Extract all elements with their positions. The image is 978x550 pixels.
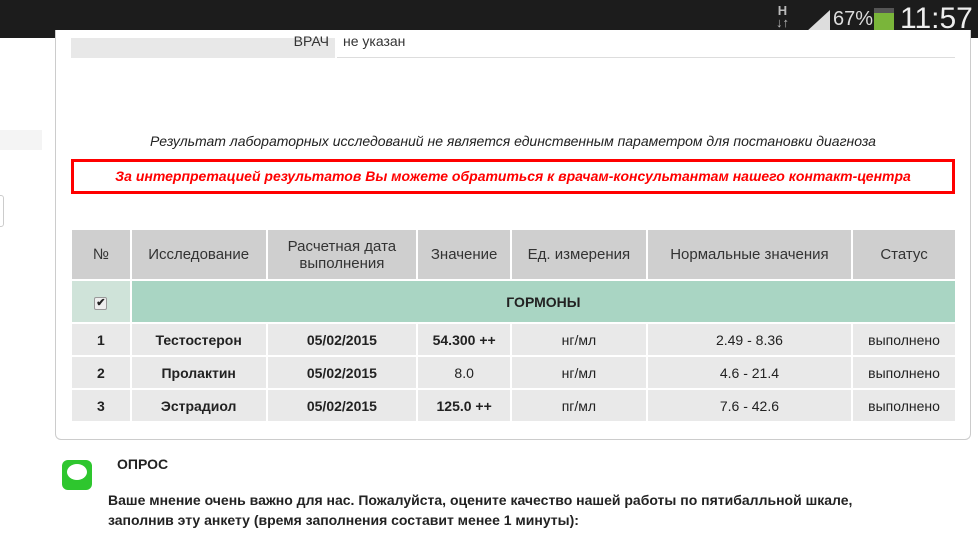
test-unit: нг/мл [512,324,646,355]
normal-range: 2.49 - 8.36 [647,324,852,355]
test-value: 125.0 ++ [418,390,511,421]
results-table: № Исследование Расчетная дата выполнения… [70,228,957,423]
test-value: 54.300 ++ [418,324,511,355]
row-number: 1 [72,324,130,355]
group-row: ✔ ГОРМОНЫ [72,281,955,322]
signal-icon [806,10,830,32]
side-panel-fragment [0,130,42,150]
survey-text: Ваше мнение очень важно для нас. Пожалуй… [108,492,853,528]
table-row: 1 Тестостерон 05/02/2015 54.300 ++ нг/мл 2.49… [72,324,955,355]
battery-percent: 67% [833,8,874,30]
header-test: Исследование [131,230,266,279]
test-value: 8.0 [418,357,511,388]
table-row: 2 Пролактин 05/02/2015 8.0 нг/мл 4.6 - 21.4 вы… [72,357,955,388]
header-date: Расчетная дата выполнения [267,230,417,279]
survey-title: ОПРОС [117,456,169,472]
header-norm: Нормальные значения [647,230,852,279]
row-number: 2 [72,357,130,388]
table-row: 3 Эстрадиол 05/02/2015 125.0 ++ пг/мл 7.6 - 4… [72,390,955,421]
normal-range: 4.6 - 21.4 [647,357,852,388]
group-checkbox[interactable]: ✔ [94,297,108,310]
test-unit: пг/мл [512,390,646,421]
group-name: ГОРМОНЫ [131,281,955,322]
test-name: Пролактин [131,357,266,388]
chat-bubble-icon [62,460,92,490]
contact-center-notice: За интерпретацией результатов Вы можете … [71,159,955,194]
test-name: Тестостерон [131,324,266,355]
row-number: 3 [72,390,130,421]
test-name: Эстрадиол [131,390,266,421]
test-date: 05/02/2015 [267,324,417,355]
clock: 11:57 [900,2,973,35]
test-status: выполнено [853,390,955,421]
test-status: выполнено [853,324,955,355]
test-date: 05/02/2015 [267,357,417,388]
normal-range: 7.6 - 42.6 [647,390,852,421]
doctor-value: не указан [337,34,955,58]
battery-charging-icon [874,8,894,34]
test-status: выполнено [853,357,955,388]
header-number: № [72,230,130,279]
header-status: Статус [853,230,955,279]
header-unit: Ед. измерения [512,230,646,279]
test-unit: нг/мл [512,357,646,388]
header-value: Значение [418,230,511,279]
disclaimer-text: Результат лабораторных исследований не я… [150,133,876,149]
network-type-icon: H ↓↑ [776,3,789,30]
test-date: 05/02/2015 [267,390,417,421]
doctor-label: ВРАЧ [71,34,335,58]
side-control-fragment[interactable] [0,195,4,227]
